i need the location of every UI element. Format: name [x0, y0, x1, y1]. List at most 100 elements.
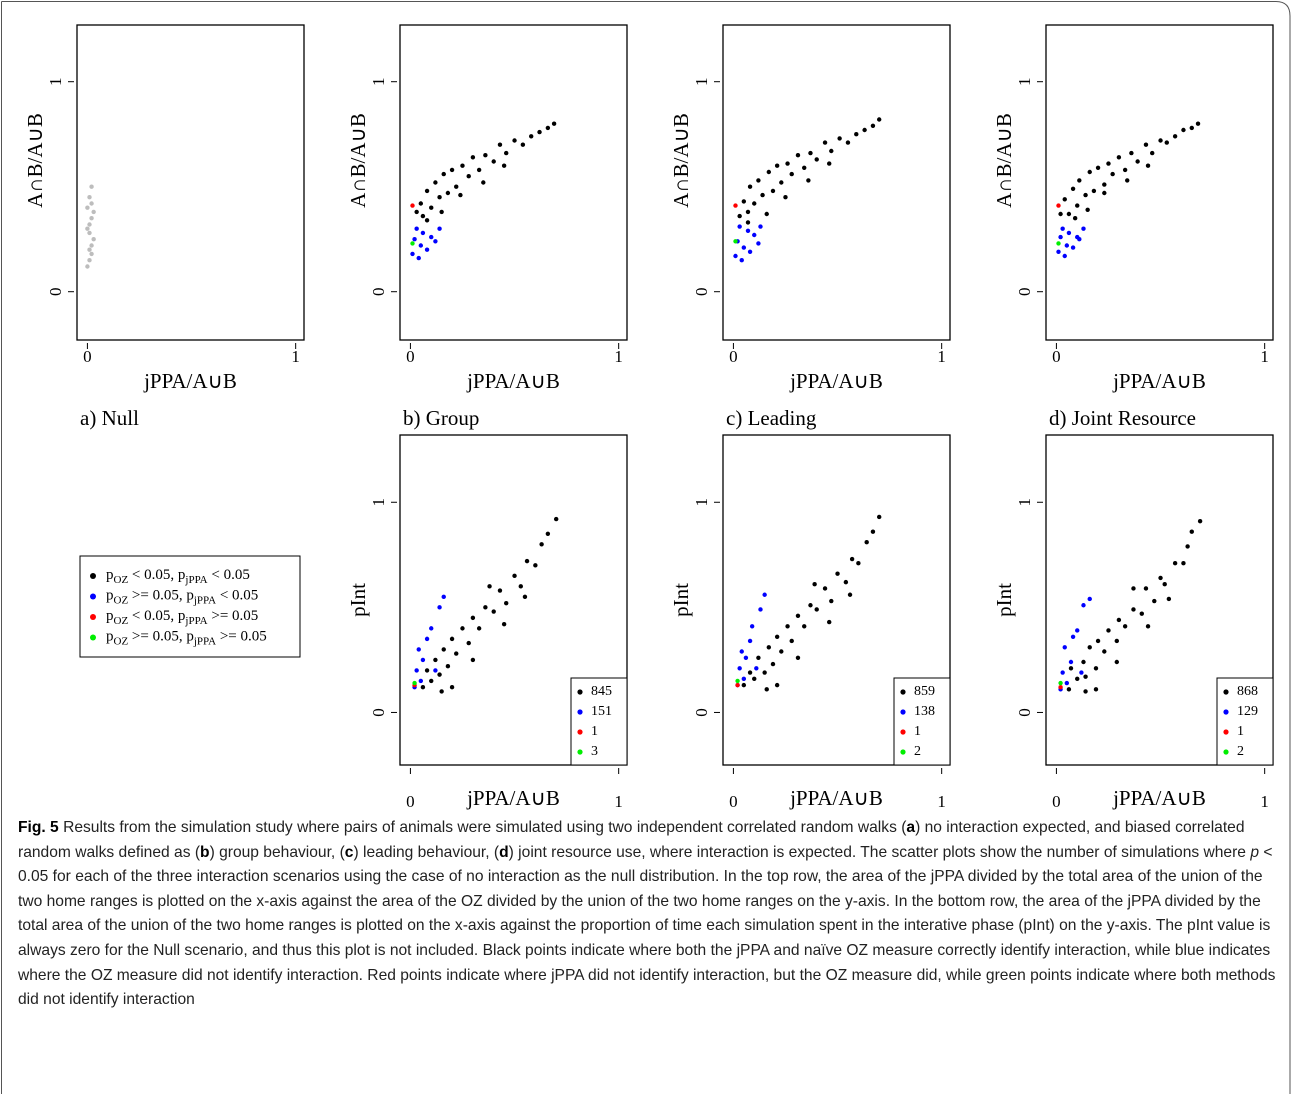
count-label: 151 — [591, 704, 612, 719]
caption-text: Results from the simulation study where … — [58, 819, 907, 836]
point — [1122, 167, 1128, 173]
point — [1064, 243, 1070, 248]
point — [424, 188, 430, 194]
point — [1075, 203, 1080, 208]
point — [1195, 121, 1201, 126]
point — [87, 258, 92, 263]
point — [1131, 607, 1136, 612]
point — [862, 127, 867, 133]
point — [783, 195, 788, 200]
point — [476, 167, 482, 173]
caption-text: ) leading behaviour, ( — [353, 843, 500, 861]
legend-dot — [90, 614, 96, 620]
plot-box — [76, 24, 305, 341]
legend-text: < 0.05 — [216, 588, 258, 604]
count-label: 845 — [591, 684, 612, 699]
point — [433, 180, 438, 185]
point — [1087, 645, 1092, 650]
point — [1114, 659, 1120, 665]
point — [1081, 659, 1086, 665]
point — [822, 140, 828, 145]
point — [870, 529, 876, 534]
count-legend-dot — [1223, 689, 1229, 695]
point — [745, 209, 751, 215]
point — [739, 649, 744, 654]
point — [470, 657, 476, 663]
point — [420, 230, 426, 236]
point — [445, 190, 451, 196]
x-tick-label: 0 — [1052, 792, 1061, 811]
point — [437, 605, 442, 610]
point — [1070, 245, 1076, 250]
point — [424, 668, 430, 673]
point — [449, 636, 455, 642]
legend-label: pOZ >= 0.05, pjPPA < 0.05 — [106, 588, 258, 606]
legend-label: pOZ >= 0.05, pjPPA >= 0.05 — [106, 629, 267, 647]
y-axis-label: pInt — [346, 583, 370, 617]
point — [737, 666, 742, 671]
point — [437, 195, 442, 200]
x-tick-label: 1 — [291, 347, 300, 366]
caption-text: p — [1250, 843, 1259, 861]
x-axis-label: jPPA/A∪B — [1112, 369, 1206, 393]
point — [1129, 150, 1134, 156]
point — [412, 237, 417, 242]
y-tick-label: 1 — [369, 498, 388, 507]
y-axis-label: pInt — [669, 583, 693, 617]
legend-text: p — [106, 629, 114, 645]
y-tick-label: 1 — [692, 77, 711, 86]
point — [87, 230, 92, 236]
point — [864, 539, 869, 545]
point — [733, 239, 738, 244]
point — [1116, 155, 1122, 160]
point — [849, 556, 855, 562]
point — [1131, 586, 1136, 591]
point — [89, 251, 94, 257]
point — [437, 226, 442, 231]
point — [501, 163, 507, 168]
point — [545, 531, 551, 536]
point — [504, 600, 509, 606]
point — [779, 649, 784, 654]
point — [770, 661, 776, 667]
point — [854, 132, 859, 137]
point — [433, 668, 438, 673]
point — [766, 645, 772, 650]
x-tick-label: 0 — [83, 347, 92, 366]
point — [512, 138, 517, 143]
caption-text: b — [200, 843, 210, 861]
point — [1114, 638, 1120, 644]
x-tick-label: 0 — [1052, 347, 1061, 366]
y-tick-label: 0 — [1015, 287, 1034, 296]
x-axis-label: jPPA/A∪B — [1112, 786, 1206, 810]
y-tick-label: 1 — [1015, 77, 1034, 86]
point — [1181, 561, 1186, 566]
count-label: 868 — [1237, 684, 1258, 699]
x-axis-label: jPPA/A∪B — [143, 369, 237, 393]
point — [416, 255, 421, 261]
point — [1068, 659, 1074, 665]
point — [441, 171, 446, 177]
point — [1143, 142, 1149, 147]
point — [1066, 687, 1072, 692]
point — [418, 201, 424, 206]
y-tick-label: 0 — [692, 287, 711, 296]
point — [741, 676, 747, 682]
point — [414, 209, 419, 215]
point — [512, 573, 517, 579]
point — [410, 241, 415, 246]
count-legend-dot — [577, 749, 583, 755]
point — [1060, 670, 1065, 675]
point — [1152, 598, 1157, 604]
point — [1181, 127, 1186, 133]
y-tick-label: 0 — [369, 708, 388, 717]
point — [524, 558, 530, 564]
count-legend-dot — [900, 729, 906, 735]
legend-text: OZ — [114, 615, 129, 627]
point — [739, 258, 744, 263]
point — [87, 222, 92, 227]
y-tick-label: 0 — [692, 708, 711, 717]
y-axis-label: pInt — [992, 583, 1016, 617]
